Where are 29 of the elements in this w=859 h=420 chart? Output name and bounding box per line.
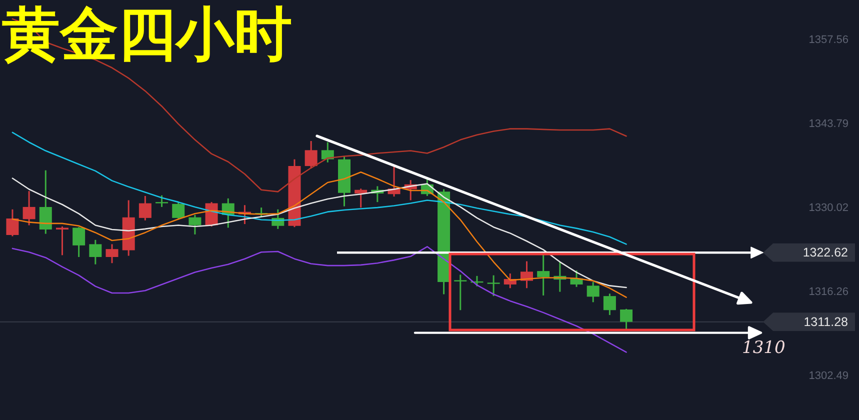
candlestick [89,239,102,266]
candlestick [603,292,616,316]
candlestick [304,140,318,170]
candlestick [321,141,334,164]
candlestick [6,208,19,237]
candlestick [72,226,86,258]
y-tick-label: 1357.56 [808,34,848,46]
candlestick [454,274,467,311]
candlestick [56,226,68,256]
candlestick [106,243,118,264]
text: 1310 [742,338,786,358]
candlestick [537,253,550,296]
line-series [12,132,627,245]
candlestick [586,281,600,303]
y-tick-label: 1316.26 [808,286,848,298]
y-tick-label: 1330.02 [808,202,848,214]
candlestick [487,274,500,297]
candlestick [22,190,36,226]
candlestick [188,214,202,236]
ref-line-label: 1322.62 [802,246,848,260]
candlestick [156,194,168,208]
ref-line-label: 1311.28 [804,314,848,329]
candlestick [620,308,633,330]
candlestick [138,195,152,222]
y-tick-label: 1343.79 [808,118,848,130]
candlestick [39,170,52,235]
y-tick-label: 1302.49 [808,370,848,382]
line-series [12,246,627,353]
candlestick [172,200,185,220]
